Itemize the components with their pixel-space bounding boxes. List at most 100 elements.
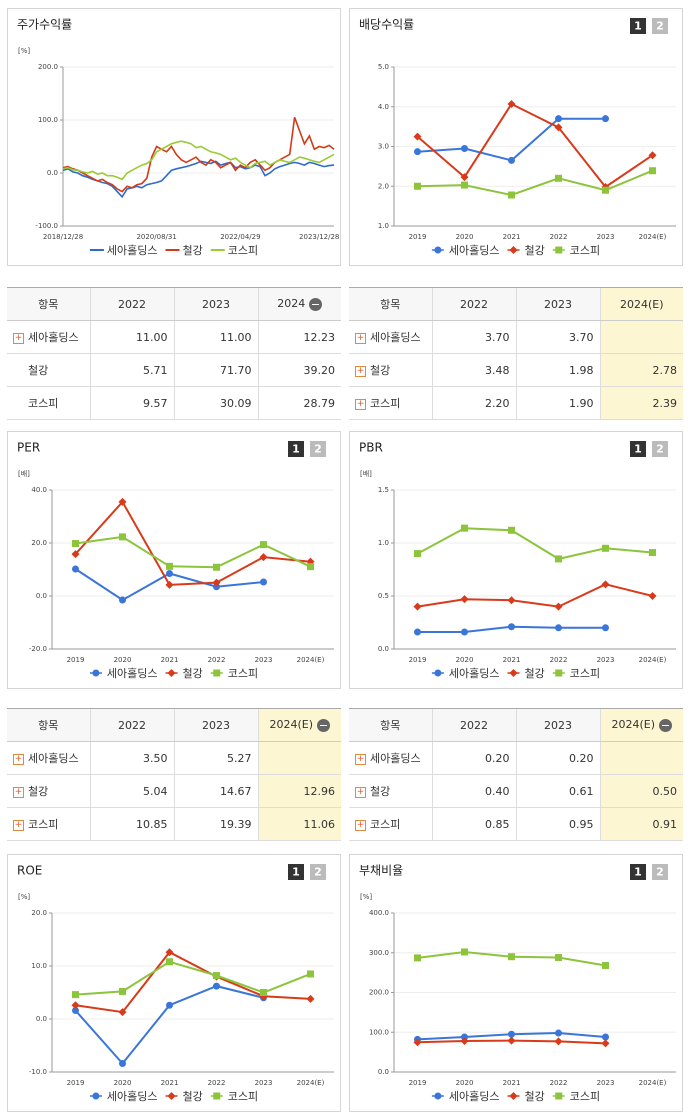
chart: PBR 1 2 [배] 0.0 0.5 1.0 1.5 2019 2020 2021 2022 2023… (359, 441, 676, 680)
y-unit: [%] (360, 893, 372, 901)
y-tick-label: -20.0 (29, 645, 47, 653)
expand-icon[interactable] (355, 398, 366, 410)
tab-button-label[interactable]: 2 (314, 443, 322, 456)
marker (648, 592, 657, 600)
tab-button[interactable] (630, 18, 646, 34)
marker (414, 550, 421, 558)
marker (166, 569, 173, 577)
tab-button-label[interactable]: 2 (656, 443, 664, 456)
cell-value: 3.70 (569, 330, 594, 344)
y-tick-label: 3.0 (378, 143, 389, 151)
legend: 세아홀딩스 철강 코스피 (89, 667, 258, 680)
marker (434, 1092, 442, 1100)
cell-value: 0.91 (652, 817, 678, 831)
header-cell: 2023 (515, 287, 600, 321)
marker (602, 1033, 609, 1041)
series-line (417, 117, 606, 162)
data-row: 코스피 10.85 19.39 11.06 (7, 807, 341, 841)
tab-button[interactable] (310, 441, 326, 457)
expand-icon[interactable] (355, 365, 366, 377)
marker (213, 1092, 221, 1100)
value-cell: 0.20 (431, 741, 516, 775)
tab-button[interactable] (630, 441, 646, 457)
expand-icon[interactable] (13, 819, 24, 831)
header-row: 항목 2022 2023 2024(E) (349, 287, 683, 321)
tab-button[interactable] (652, 441, 668, 457)
tab-button-label[interactable]: 1 (292, 443, 300, 456)
legend-label: 세아홀딩스 (449, 244, 500, 257)
header-cell: 2024 (257, 287, 341, 321)
tab-button[interactable] (652, 864, 668, 880)
legend-label: 코스피 (228, 244, 258, 257)
expand-icon[interactable] (355, 786, 366, 798)
header-label: 2023 (202, 718, 230, 732)
expand-icon[interactable] (355, 819, 366, 831)
x-tick-label: 2023/12/28 (299, 233, 339, 241)
expand-icon[interactable] (355, 753, 366, 765)
x-tick-label: 2021 (503, 233, 521, 241)
marker (509, 1092, 518, 1100)
value-cell: 3.48 (431, 353, 516, 387)
marker (460, 1036, 469, 1045)
marker (118, 1008, 127, 1017)
tab-button[interactable] (288, 441, 304, 457)
data-row: 철강 0.40 0.61 0.50 (349, 774, 683, 808)
x-tick-label: 2022/04/29 (220, 233, 260, 241)
row-name-cell: 세아홀딩스 (7, 741, 90, 775)
expand-icon[interactable] (13, 786, 24, 798)
y-tick-label: 1.5 (378, 486, 389, 494)
marker (508, 191, 515, 199)
x-tick-label: 2020 (456, 1079, 474, 1087)
x-tick-label: 2024(E) (639, 233, 667, 241)
expand-icon[interactable] (13, 332, 24, 344)
collapse-icon[interactable] (309, 297, 323, 311)
tab-button-label[interactable]: 1 (634, 443, 642, 456)
chart-title: 부채비율 (359, 864, 403, 878)
marker (167, 1092, 176, 1100)
cell-value: 5.04 (143, 784, 168, 798)
marker (118, 497, 127, 506)
marker (508, 953, 515, 961)
marker (259, 553, 268, 562)
chart: PER 1 2 [배] -20.0 0.0 20.0 40.0 2019 2020 2021 2022… (17, 441, 334, 680)
x-tick-label: 2022 (208, 656, 226, 664)
legend: 세아홀딩스 철강 코스피 (89, 1090, 258, 1103)
marker (555, 669, 563, 677)
marker (507, 99, 516, 108)
expand-icon[interactable] (355, 332, 366, 344)
legend: 세아홀딩스 철강 코스피 (431, 1090, 600, 1103)
value-cell (257, 741, 341, 775)
tab-button-label[interactable]: 2 (656, 866, 664, 879)
value-cell: 3.70 (515, 320, 600, 354)
tab-button[interactable] (630, 864, 646, 880)
x-tick-label: 2019 (67, 1079, 85, 1087)
tab-button[interactable] (310, 864, 326, 880)
marker (555, 174, 562, 182)
cell-value: 1.98 (569, 363, 594, 377)
tab-button-label[interactable]: 1 (292, 866, 300, 879)
marker (119, 987, 126, 995)
value-cell: 5.27 (173, 741, 258, 775)
y-tick-label: 20.0 (31, 539, 47, 547)
tab-button-label[interactable]: 1 (634, 866, 642, 879)
header-cell: 2023 (173, 708, 258, 742)
expand-icon[interactable] (13, 753, 24, 765)
value-cell: 0.40 (431, 774, 516, 808)
y-tick-label: 0.0 (378, 1068, 389, 1076)
tab-button-label[interactable]: 2 (656, 20, 664, 33)
cell-value: 2.20 (485, 396, 510, 410)
tab-button-label[interactable]: 2 (314, 866, 322, 879)
y-tick-label: 5.0 (378, 63, 389, 71)
marker (71, 550, 80, 559)
tab-button[interactable] (288, 864, 304, 880)
cell-value: 11.06 (303, 817, 336, 831)
x-tick-label: 2019 (409, 656, 427, 664)
row-name: 코스피 (28, 818, 59, 831)
collapse-icon[interactable] (659, 718, 673, 732)
value-cell: 5.04 (89, 774, 174, 808)
tab-button-label[interactable]: 1 (634, 20, 642, 33)
tab-button[interactable] (652, 18, 668, 34)
value-cell: 2.78 (599, 353, 683, 387)
collapse-icon[interactable] (317, 718, 331, 732)
header-label: 2024 (277, 297, 306, 311)
